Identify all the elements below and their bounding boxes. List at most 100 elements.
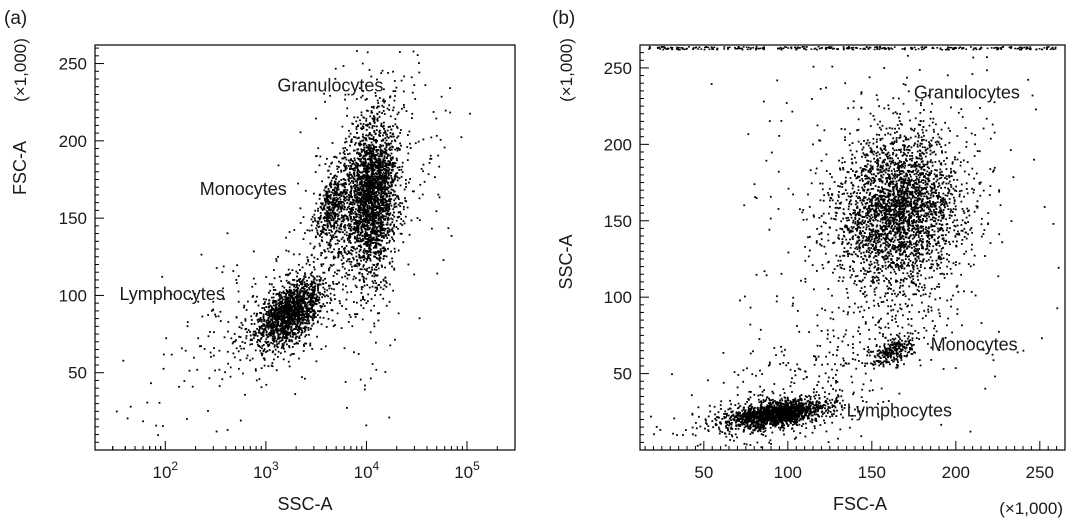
data-point — [289, 334, 292, 337]
data-point — [362, 201, 364, 204]
data-point — [270, 296, 273, 299]
data-point — [359, 220, 362, 223]
data-point — [283, 309, 285, 312]
data-point — [338, 196, 341, 199]
data-point — [263, 307, 265, 309]
data-point — [386, 232, 389, 235]
data-point — [342, 288, 344, 291]
data-point — [377, 152, 379, 155]
data-point — [305, 342, 308, 345]
data-point — [354, 248, 357, 251]
data-point — [359, 87, 361, 90]
data-point — [359, 182, 362, 185]
data-point — [392, 165, 395, 168]
data-point — [336, 269, 339, 272]
data-point — [259, 326, 262, 328]
data-point — [290, 313, 293, 315]
data-point — [375, 228, 378, 230]
data-point — [311, 297, 313, 300]
data-point — [388, 168, 391, 171]
data-point — [335, 213, 337, 216]
data-point — [241, 341, 244, 343]
data-point — [258, 378, 261, 380]
data-point — [293, 332, 296, 334]
data-point — [369, 331, 372, 334]
data-point — [369, 123, 372, 125]
data-point — [308, 322, 311, 325]
data-point — [376, 274, 378, 277]
data-point — [227, 321, 230, 323]
data-point — [315, 117, 317, 120]
data-point — [295, 314, 298, 317]
data-point — [286, 292, 289, 294]
data-point — [318, 279, 321, 281]
data-point — [303, 345, 305, 347]
data-point — [382, 134, 384, 137]
data-point — [374, 164, 376, 167]
data-point — [348, 241, 350, 244]
data-point — [303, 288, 306, 290]
data-point — [353, 157, 356, 160]
data-point — [323, 205, 326, 208]
data-point — [334, 256, 337, 259]
data-point — [344, 165, 346, 168]
data-point — [360, 286, 363, 289]
panel-a-points — [115, 50, 471, 436]
data-point — [346, 173, 349, 175]
data-point — [352, 178, 355, 180]
data-point — [214, 369, 216, 372]
data-point — [364, 233, 366, 235]
data-point — [372, 107, 375, 109]
data-point — [332, 203, 335, 205]
data-point — [280, 305, 283, 308]
data-point — [370, 163, 373, 165]
data-point — [365, 184, 368, 187]
data-point — [358, 176, 361, 179]
data-point — [356, 229, 359, 232]
data-point — [374, 177, 377, 180]
data-point — [352, 160, 355, 163]
data-point — [238, 335, 240, 338]
data-point — [338, 180, 341, 183]
data-point — [306, 289, 309, 291]
data-point — [378, 192, 381, 195]
data-point — [240, 321, 243, 324]
data-point — [297, 287, 299, 290]
data-point — [323, 216, 325, 219]
data-point — [271, 320, 274, 322]
data-point — [366, 207, 369, 209]
data-point — [255, 369, 257, 372]
data-point — [309, 272, 312, 275]
data-point — [390, 177, 393, 179]
data-point — [244, 318, 247, 320]
data-point — [302, 319, 305, 322]
data-point — [361, 164, 364, 167]
data-point — [277, 314, 279, 316]
data-point — [335, 199, 338, 201]
data-point — [256, 295, 258, 298]
data-point — [361, 318, 364, 321]
data-point — [298, 337, 300, 339]
data-point — [268, 343, 271, 346]
data-point — [309, 296, 312, 298]
data-point — [295, 341, 298, 344]
data-point — [330, 194, 332, 196]
data-point — [353, 223, 356, 225]
data-point — [374, 225, 377, 228]
data-point — [284, 292, 287, 295]
data-point — [316, 321, 319, 324]
data-point — [365, 119, 368, 122]
data-point — [273, 269, 275, 271]
data-point — [416, 54, 419, 56]
data-point — [304, 329, 307, 332]
data-point — [388, 109, 391, 111]
data-point — [364, 157, 366, 160]
data-point — [373, 181, 376, 184]
data-point — [353, 167, 356, 170]
data-point — [362, 123, 365, 125]
data-point — [329, 284, 331, 287]
data-point — [293, 353, 295, 355]
data-point — [323, 208, 326, 211]
data-point — [286, 320, 288, 322]
data-point — [271, 337, 274, 340]
